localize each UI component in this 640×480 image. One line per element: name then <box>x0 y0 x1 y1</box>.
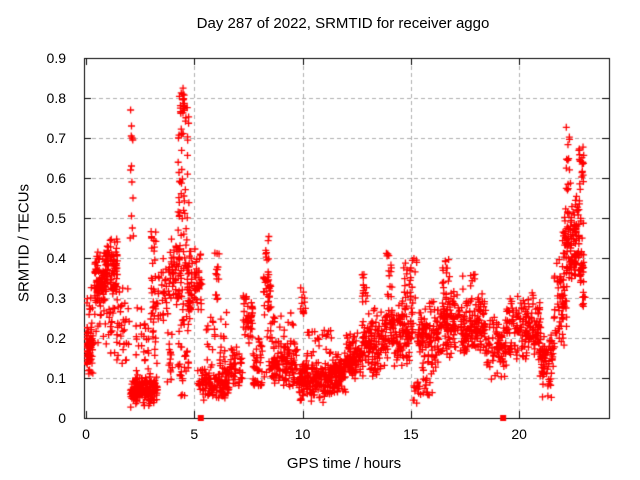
y-tick-label: 0.3 <box>46 290 66 306</box>
x-tick-label: 15 <box>403 426 419 442</box>
x-tick-label: 10 <box>294 426 311 442</box>
y-tick-label: 0 <box>58 410 66 426</box>
y-tick-label: 0.7 <box>46 130 66 146</box>
y-tick-label: 0.2 <box>46 330 66 346</box>
y-tick-label: 0.4 <box>46 250 66 266</box>
y-tick-label: 0.5 <box>46 210 66 226</box>
y-tick-label: 0.1 <box>46 370 66 386</box>
y-tick-label: 0.9 <box>46 50 66 66</box>
x-axis-label: GPS time / hours <box>286 455 402 472</box>
y-axis-label: SRMTID / TECUs <box>15 183 33 303</box>
x-tick-label: 0 <box>82 426 90 442</box>
chart-title: Day 287 of 2022, SRMTID for receiver agg… <box>196 15 490 32</box>
y-tick-label: 0.8 <box>46 90 66 106</box>
x-tick-label: 5 <box>190 426 199 442</box>
x-tick-label: 20 <box>511 426 527 442</box>
y-tick-label: 0.6 <box>46 170 66 186</box>
